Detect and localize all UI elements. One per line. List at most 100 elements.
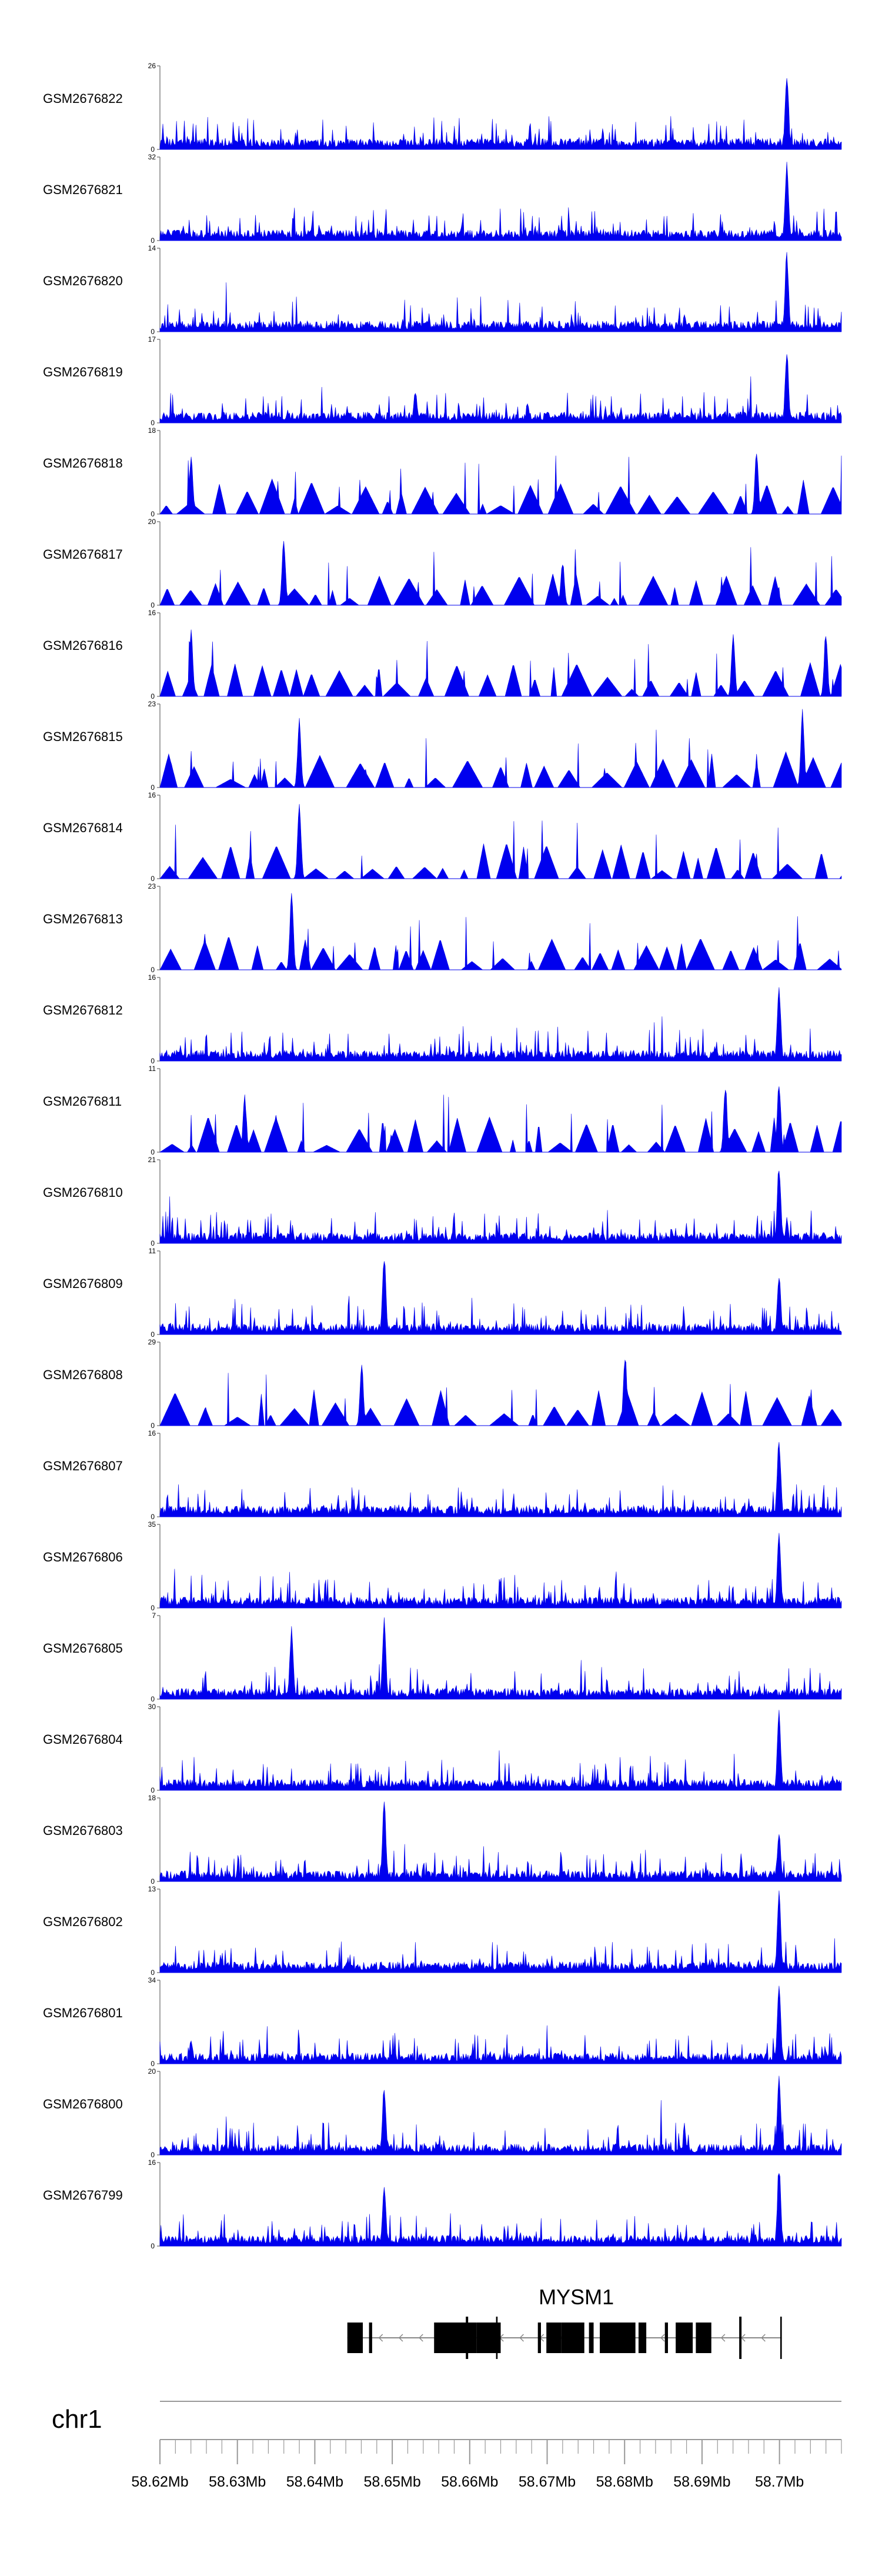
exon-block	[347, 2323, 363, 2353]
y-zero-label: 0	[151, 692, 155, 700]
axis-tick-label: 58.63Mb	[209, 2474, 266, 2490]
track-label: GSM2676812	[43, 1003, 123, 1017]
coverage-area	[159, 804, 842, 879]
coverage-track: GSM2676821 32 0	[43, 153, 842, 245]
y-max-label: 34	[148, 1976, 156, 1984]
track-label: GSM2676810	[43, 1185, 123, 1200]
coverage-track: GSM2676806 35 0	[43, 1520, 842, 1612]
exon-block	[696, 2323, 711, 2353]
track-label: GSM2676803	[43, 1823, 123, 1838]
y-max-label: 11	[149, 1247, 156, 1255]
y-zero-label: 0	[151, 1330, 155, 1339]
y-zero-label: 0	[151, 601, 155, 609]
track-label: GSM2676811	[43, 1094, 122, 1109]
strand-arrow	[519, 2334, 524, 2342]
coverage-track: GSM2676809 11 0	[43, 1247, 842, 1339]
coverage-track: GSM2676811 11 0	[43, 1065, 842, 1156]
y-max-label: 13	[148, 1885, 156, 1893]
coverage-track: GSM2676800 20 0	[43, 2067, 842, 2159]
exon-block	[739, 2317, 742, 2359]
y-zero-label: 0	[151, 1968, 155, 1977]
y-zero-label: 0	[151, 510, 155, 518]
coverage-track: GSM2676818 18 0	[43, 426, 842, 518]
y-zero-label: 0	[151, 2242, 155, 2250]
track-label: GSM2676805	[43, 1641, 123, 1656]
coverage-track: GSM2676815 23 0	[43, 700, 842, 792]
coverage-track: GSM2676802 13 0	[43, 1885, 842, 1977]
coverage-track: GSM2676805 7 0	[43, 1611, 842, 1703]
coverage-track: GSM2676801 34 0	[43, 1976, 842, 2068]
y-zero-label: 0	[151, 783, 155, 792]
exon-block	[537, 2323, 541, 2353]
y-zero-label: 0	[151, 1695, 155, 1703]
coverage-area	[159, 354, 842, 423]
track-label: GSM2676820	[43, 273, 123, 288]
y-zero-label: 0	[151, 875, 155, 883]
track-label: GSM2676822	[43, 91, 123, 106]
track-label: GSM2676821	[43, 182, 123, 197]
axis-tick-label: 58.62Mb	[131, 2474, 188, 2490]
coverage-track: GSM2676810 21 0	[43, 1156, 842, 1247]
exon-block	[496, 2317, 498, 2359]
coverage-area	[159, 453, 842, 515]
exon-block	[546, 2323, 562, 2353]
track-label: GSM2676804	[43, 1732, 123, 1747]
track-label: GSM2676799	[43, 2188, 123, 2203]
y-max-label: 21	[148, 1156, 156, 1164]
y-zero-label: 0	[151, 419, 155, 427]
y-max-label: 29	[148, 1338, 156, 1346]
coverage-track: GSM2676812 16 0	[43, 973, 842, 1065]
exon-block	[434, 2323, 477, 2353]
coverage-area	[159, 1359, 842, 1426]
track-label: GSM2676808	[43, 1367, 123, 1382]
axis-tick-label: 58.7Mb	[755, 2474, 804, 2490]
track-label: GSM2676813	[43, 912, 123, 926]
coverage-track: GSM2676813 23 0	[43, 882, 842, 974]
axis-tick-label: 58.68Mb	[596, 2474, 653, 2490]
track-label: GSM2676814	[43, 820, 123, 835]
y-max-label: 35	[148, 1520, 156, 1529]
coverage-track: GSM2676807 16 0	[43, 1429, 842, 1521]
coverage-area	[159, 1986, 842, 2064]
y-max-label: 23	[148, 882, 156, 890]
coverage-track: GSM2676799 16 0	[43, 2158, 842, 2250]
y-max-label: 16	[148, 973, 156, 982]
exon-block	[589, 2323, 594, 2353]
strand-arrow	[660, 2334, 665, 2342]
axis-tick-label: 58.69Mb	[673, 2474, 730, 2490]
track-label: GSM2676806	[43, 1550, 123, 1564]
coverage-track: GSM2676822 26 0	[43, 62, 842, 154]
y-zero-label: 0	[151, 966, 155, 974]
exon-block	[664, 2323, 668, 2353]
coverage-track: GSM2676817 20 0	[43, 518, 842, 609]
y-zero-label: 0	[151, 2151, 155, 2159]
y-max-label: 23	[148, 700, 156, 708]
y-max-label: 11	[149, 1065, 156, 1073]
axis-tick-label: 58.64Mb	[286, 2474, 343, 2490]
y-max-label: 26	[148, 62, 156, 70]
y-zero-label: 0	[151, 1604, 155, 1612]
coverage-track: GSM2676816 16 0	[43, 609, 842, 700]
y-max-label: 16	[148, 791, 156, 799]
genome-axis: chr1 58.62Mb 58.63Mb 58.64Mb 58.65Mb 58.66Mb 5…	[52, 2401, 842, 2490]
y-zero-label: 0	[151, 1057, 155, 1065]
coverage-area	[159, 1710, 842, 1791]
gene-name-label: MYSM1	[539, 2285, 614, 2309]
coverage-area	[159, 540, 842, 606]
coverage-track: GSM2676804 30 0	[43, 1703, 842, 1794]
y-max-label: 32	[148, 153, 156, 161]
axis-tick-label: 58.65Mb	[363, 2474, 420, 2490]
y-zero-label: 0	[151, 1422, 155, 1430]
coverage-area	[159, 78, 842, 150]
strand-arrow	[720, 2334, 726, 2342]
exon-block	[676, 2323, 693, 2353]
y-max-label: 30	[148, 1703, 156, 1711]
track-label: GSM2676816	[43, 638, 123, 653]
y-max-label: 20	[148, 518, 156, 526]
exon-block	[466, 2317, 469, 2359]
y-zero-label: 0	[151, 1148, 155, 1156]
coverage-area	[159, 1261, 842, 1335]
axis-tick-label: 58.67Mb	[519, 2474, 576, 2490]
y-max-label: 16	[148, 1429, 156, 1437]
coverage-area	[159, 1533, 842, 1609]
